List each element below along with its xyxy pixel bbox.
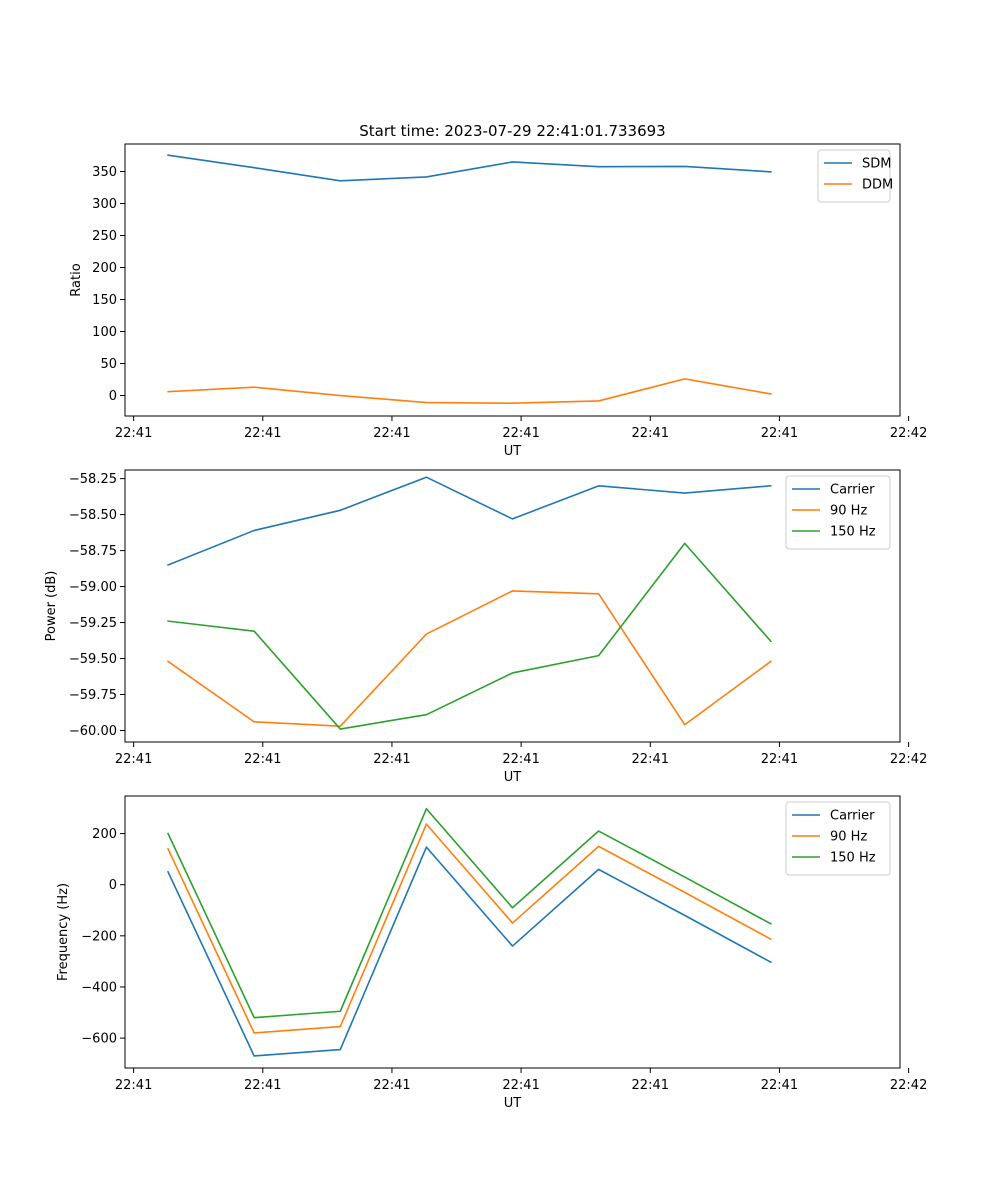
legend-label: Carrier [830, 809, 875, 824]
x-tick-label: 22:41 [761, 1078, 798, 1093]
x-tick-label: 22:41 [761, 426, 798, 441]
y-tick-label: 150 [92, 293, 117, 308]
y-tick-label: 300 [92, 197, 117, 212]
x-tick-label: 22:41 [632, 752, 669, 767]
legend-label: 90 Hz [830, 504, 867, 519]
x-tick-label: 22:41 [632, 426, 669, 441]
series-line-sdm [167, 154, 772, 182]
y-tick-label: −200 [81, 929, 117, 944]
y-axis-label: Power (dB) [44, 571, 59, 642]
y-tick-label: −59.50 [69, 652, 117, 667]
y-tick-label: −59.25 [69, 616, 117, 631]
legend-label: DDM [862, 178, 893, 193]
x-tick-label: 22:41 [244, 752, 281, 767]
y-tick-label: 350 [92, 165, 117, 180]
x-tick-label: 22:41 [373, 426, 410, 441]
y-tick-label: 0 [109, 389, 117, 404]
legend: SDM DDM [817, 149, 893, 203]
y-axis-label: Ratio [69, 263, 84, 296]
x-tick-label: 22:41 [244, 426, 281, 441]
series-line-90-hz [166, 590, 772, 727]
x-tick-label: 22:41 [115, 426, 152, 441]
x-tick-label: 22:42 [890, 426, 927, 441]
y-tick-label: 250 [92, 229, 117, 244]
x-tick-label: 22:41 [373, 1078, 410, 1093]
y-tick-label: −59.75 [69, 688, 117, 703]
legend: Carrier 90 Hz 150 Hz [785, 801, 891, 876]
y-tick-label: 100 [92, 325, 117, 340]
axes-frame [124, 143, 901, 417]
subplot-power: Power (dB) UT −60.00 −59.75 −59.50 −59.25 −5… [44, 469, 927, 785]
subplot-frequency: Frequency (Hz) UT −600 −400 −200 0 200 22:41 2… [56, 795, 927, 1111]
legend-label: Carrier [830, 483, 875, 498]
series-line-ddm [167, 378, 772, 405]
x-tick-label: 22:41 [373, 752, 410, 767]
series-line-carrier [167, 476, 772, 567]
x-axis-label: UT [504, 770, 522, 785]
chart-title: Start time: 2023-07-29 22:41:01.733693 [359, 122, 665, 140]
legend-label: SDM [862, 157, 891, 172]
x-tick-label: 22:42 [890, 1078, 927, 1093]
legend-label: 90 Hz [830, 830, 867, 845]
y-tick-label: −58.75 [69, 544, 117, 559]
y-tick-label: 50 [100, 357, 117, 372]
x-tick-label: 22:42 [890, 752, 927, 767]
axes-frame [124, 795, 901, 1069]
y-tick-label: 200 [92, 827, 117, 842]
x-tick-label: 22:41 [115, 1078, 152, 1093]
y-tick-label: −400 [81, 980, 117, 995]
x-tick-label: 22:41 [502, 1078, 539, 1093]
series-line-150-hz [166, 807, 772, 1019]
y-tick-label: −58.50 [69, 508, 117, 523]
y-tick-label: −60.00 [69, 724, 117, 739]
y-axis-label: Frequency (Hz) [56, 883, 71, 981]
x-tick-label: 22:41 [502, 426, 539, 441]
legend: Carrier 90 Hz 150 Hz [785, 475, 891, 550]
legend-label: 150 Hz [830, 851, 876, 866]
legend-label: 150 Hz [830, 525, 876, 540]
series-line-carrier [166, 846, 772, 1057]
x-axis-label: UT [504, 1096, 522, 1111]
x-tick-label: 22:41 [502, 752, 539, 767]
x-axis-label: UT [504, 444, 522, 459]
y-tick-label: 0 [109, 878, 117, 893]
y-tick-label: 200 [92, 261, 117, 276]
series-line-90-hz [166, 823, 772, 1034]
y-tick-label: −58.25 [69, 472, 117, 487]
x-tick-label: 22:41 [115, 752, 152, 767]
x-tick-label: 22:41 [632, 1078, 669, 1093]
subplot-ratio: Start time: 2023-07-29 22:41:01.733693 R… [69, 122, 927, 459]
x-tick-label: 22:41 [761, 752, 798, 767]
axes-frame [124, 469, 901, 743]
series-line-150-hz [167, 542, 772, 730]
x-tick-label: 22:41 [244, 1078, 281, 1093]
y-tick-label: −59.00 [69, 580, 117, 595]
y-tick-label: −600 [81, 1032, 117, 1047]
